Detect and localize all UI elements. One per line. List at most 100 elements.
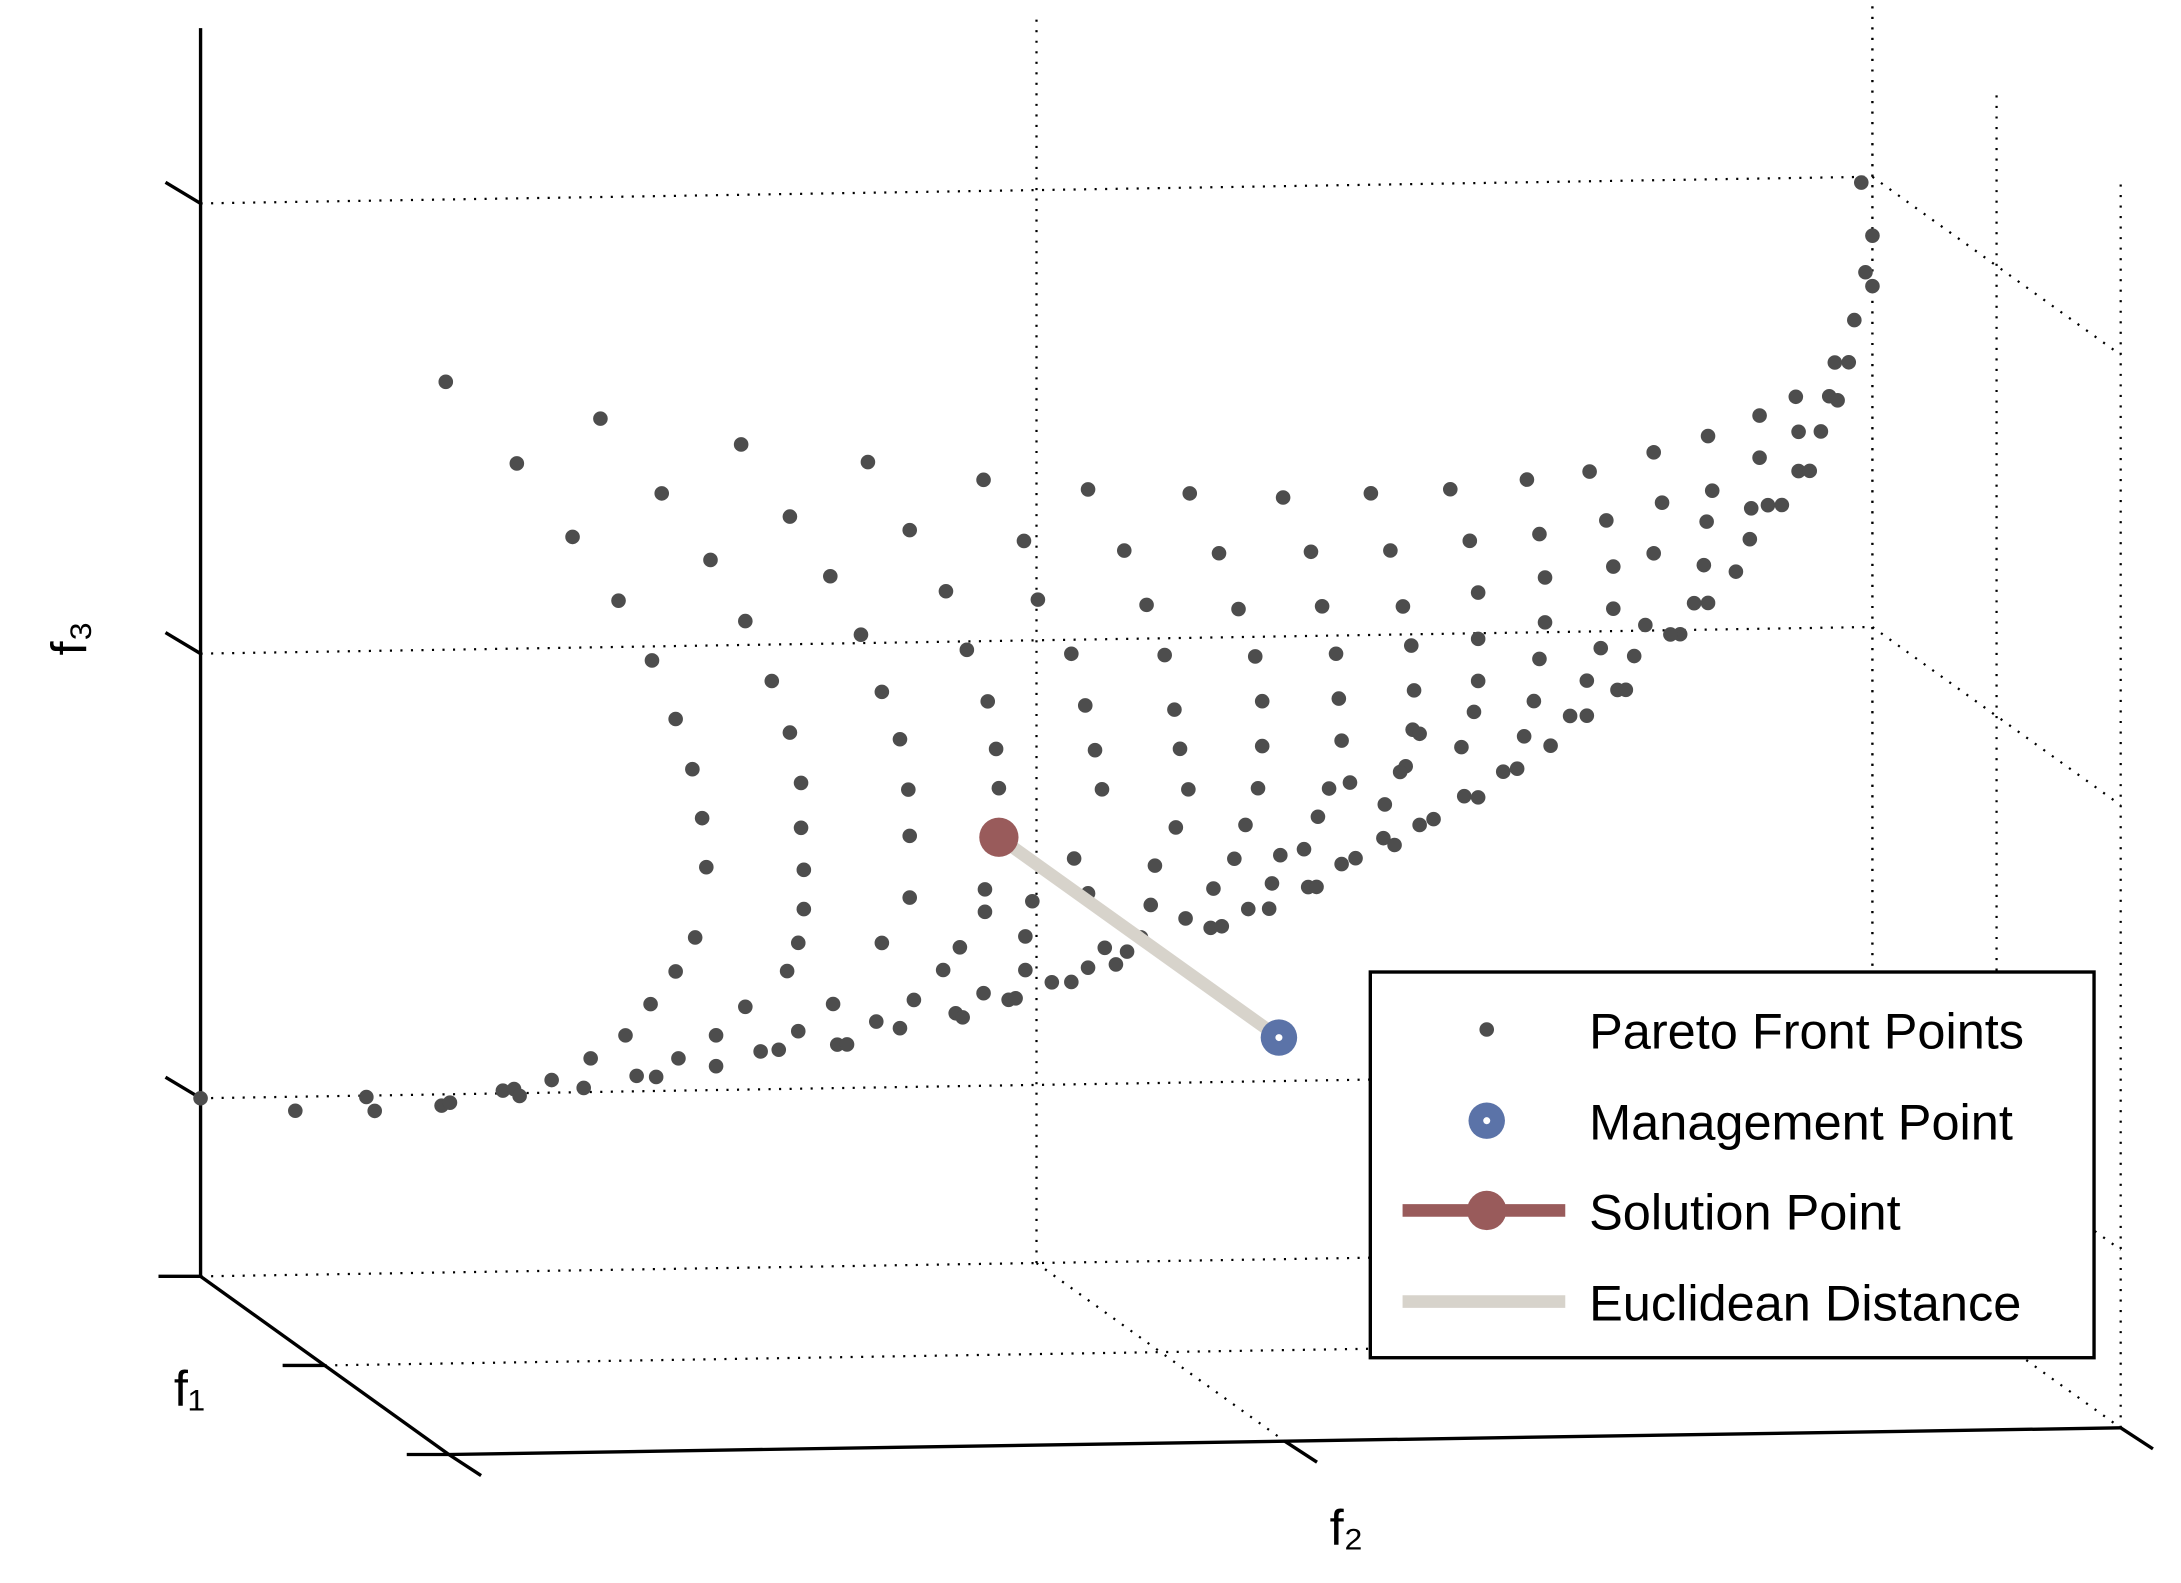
- pareto-point: [1562, 708, 1578, 724]
- pareto-point: [1606, 559, 1621, 574]
- pareto-point: [1309, 879, 1324, 895]
- pareto-point: [1227, 851, 1242, 867]
- pareto-point: [1456, 788, 1472, 804]
- pareto-point: [367, 1103, 383, 1119]
- pareto-point: [1752, 450, 1767, 465]
- pareto-point: [955, 1010, 970, 1025]
- pareto-point: [796, 862, 812, 878]
- pareto-point: [1654, 495, 1670, 510]
- pareto-point: [1328, 646, 1344, 662]
- pareto-point: [874, 935, 890, 951]
- pareto-point: [668, 964, 683, 979]
- pareto-point: [1147, 858, 1163, 873]
- pareto-point: [764, 673, 780, 689]
- pareto-point: [1080, 960, 1096, 975]
- pareto-point: [1119, 944, 1135, 959]
- pareto-point: [583, 1051, 598, 1066]
- pareto-point: [1392, 764, 1408, 780]
- pareto-point: [738, 999, 753, 1015]
- pareto-point: [1470, 790, 1486, 805]
- pareto-point: [1626, 648, 1642, 664]
- pareto-point: [694, 810, 710, 826]
- pareto-point: [1030, 592, 1046, 607]
- pareto-point: [442, 1095, 458, 1110]
- pareto-point: [1395, 599, 1411, 614]
- pareto-point: [1470, 631, 1486, 647]
- pareto-point: [853, 627, 869, 642]
- pareto-point: [699, 859, 714, 875]
- pareto-point: [1537, 570, 1553, 585]
- pareto-point: [1606, 601, 1621, 616]
- pareto-point: [1412, 817, 1427, 833]
- pareto-point: [1742, 531, 1758, 547]
- pareto-point: [611, 593, 626, 608]
- pareto-point: [1182, 486, 1198, 501]
- pareto-point: [1275, 490, 1291, 505]
- pareto-point: [1116, 543, 1132, 558]
- pareto-point: [1016, 533, 1032, 549]
- pareto-point: [576, 1080, 591, 1096]
- pareto-point: [1238, 817, 1253, 833]
- pareto-point: [1240, 901, 1256, 917]
- pareto-point: [790, 1023, 806, 1039]
- pareto-point: [1579, 673, 1595, 688]
- pareto-point: [779, 963, 795, 979]
- pareto-point: [796, 901, 812, 917]
- pareto-point: [892, 1020, 908, 1036]
- pareto-point: [1108, 957, 1124, 972]
- pareto-point: [1696, 557, 1712, 573]
- pareto-point: [1334, 733, 1349, 748]
- pareto-point: [643, 996, 658, 1012]
- pareto-point: [1509, 761, 1525, 776]
- pareto-point: [1663, 627, 1678, 642]
- pareto-point: [977, 904, 993, 920]
- pareto-point: [1064, 974, 1079, 990]
- pareto-point: [1080, 482, 1096, 497]
- pareto-point: [1593, 640, 1609, 656]
- pareto-point: [1064, 646, 1079, 662]
- pareto-point: [1139, 597, 1154, 613]
- pareto-point: [1618, 682, 1634, 698]
- pareto-point: [1250, 780, 1266, 796]
- pareto-point: [1495, 764, 1511, 780]
- pareto-point: [1470, 585, 1486, 600]
- pareto-point: [1066, 851, 1082, 866]
- pareto-point: [1704, 483, 1720, 498]
- pareto-point: [733, 437, 749, 452]
- pareto-point: [1526, 693, 1542, 709]
- pareto-point: [902, 522, 918, 538]
- pareto-point: [1532, 526, 1547, 542]
- pareto-point: [938, 583, 954, 599]
- pareto-point: [782, 725, 798, 740]
- pareto-point: [687, 930, 703, 945]
- pareto-point: [1314, 599, 1330, 614]
- pareto-point: [644, 653, 660, 668]
- pareto-point: [708, 1028, 724, 1043]
- pareto-point: [1774, 497, 1790, 513]
- pareto-point: [671, 1051, 686, 1066]
- pareto-point: [1865, 278, 1880, 294]
- pareto-point: [1412, 726, 1427, 742]
- pareto-point: [648, 1069, 664, 1085]
- pareto-point: [703, 552, 718, 568]
- legend-label: Euclidean Distance: [1589, 1275, 2021, 1332]
- pareto-point: [991, 780, 1007, 796]
- pareto-point: [438, 374, 454, 390]
- pareto-point: [1470, 673, 1486, 689]
- pareto-point: [1077, 698, 1093, 713]
- legend-label: Solution Point: [1589, 1183, 1901, 1240]
- pareto-point: [1646, 546, 1661, 561]
- pareto-point: [771, 1042, 787, 1058]
- pareto-point: [193, 1090, 208, 1106]
- y-axis-label: f₂: [1330, 1499, 1364, 1556]
- pareto-point: [1700, 595, 1716, 611]
- pareto-point: [793, 775, 809, 791]
- y-tick: [447, 1453, 483, 1477]
- pareto-point: [1231, 601, 1246, 617]
- pareto-point: [1865, 228, 1880, 243]
- pareto-point: [1406, 683, 1422, 698]
- pareto-point: [1853, 175, 1869, 190]
- pareto-point: [1582, 464, 1597, 479]
- pareto-point: [1462, 533, 1478, 549]
- pareto-point: [685, 761, 700, 777]
